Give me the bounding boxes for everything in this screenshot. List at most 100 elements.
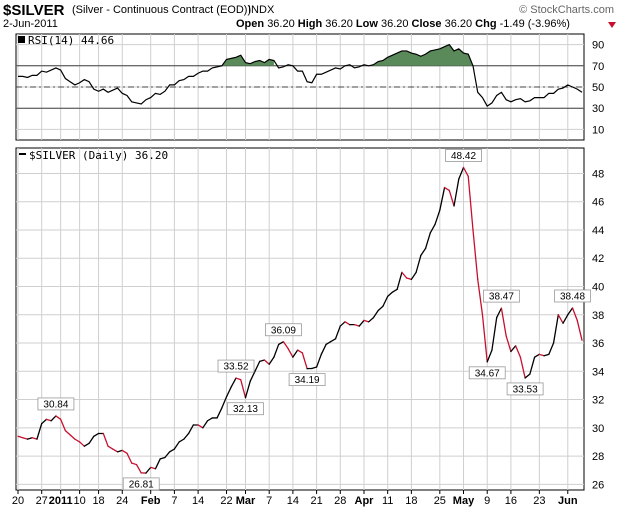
price-line-segment xyxy=(548,342,555,355)
price-frame xyxy=(15,147,585,491)
rsi-panel: 10 30 50 70 90 RSI(14) 44.66 xyxy=(15,33,604,141)
price-line-segment xyxy=(567,307,574,316)
price-line-segment xyxy=(477,278,484,316)
price-line-segment xyxy=(60,418,67,432)
price-line-segment xyxy=(429,223,436,234)
price-line-segment xyxy=(74,438,81,443)
price-line-segment xyxy=(83,442,90,447)
price-annotation-box xyxy=(506,382,544,396)
price-line-segment xyxy=(415,254,422,274)
x-tick-label: Jun xyxy=(558,495,578,507)
close-value: 36.20 xyxy=(444,18,473,30)
price-line-segment xyxy=(368,316,375,323)
price-line-segment xyxy=(382,295,389,307)
price-line-segment xyxy=(55,415,62,420)
price-line-segment xyxy=(263,359,270,365)
price-line-segment xyxy=(249,370,256,382)
price-line-segment xyxy=(458,166,465,180)
price-annotation-box xyxy=(217,359,255,373)
price-line-segment xyxy=(102,432,109,447)
price-line-segment xyxy=(145,466,152,474)
chart-subtitle: (Silver - Continuous Contract (EOD)) xyxy=(72,4,252,16)
price-line-segment xyxy=(169,448,176,453)
close-label: Close xyxy=(411,18,442,30)
rsi-overbought-fill xyxy=(221,55,274,66)
price-line-segment xyxy=(576,319,583,341)
price-annotation-box xyxy=(554,289,591,303)
x-tick-label: 28 xyxy=(334,495,346,507)
price-line-segment xyxy=(50,415,57,422)
x-tick-label: 11 xyxy=(382,495,393,507)
price-line-segment xyxy=(154,458,161,470)
price-line-segment xyxy=(405,277,413,281)
open-value: 36.20 xyxy=(267,18,295,30)
price-line-segment xyxy=(112,448,119,453)
price-line-segment xyxy=(533,353,540,358)
price-line-segment xyxy=(126,452,133,464)
price-y-tick-label: 32 xyxy=(592,395,604,407)
price-panel-label: $SILVER (Daily) 36.20 xyxy=(29,149,168,162)
price-y-tick-label: 38 xyxy=(592,310,604,322)
price-line-segment xyxy=(496,307,503,319)
rsi-y-tick-label: 50 xyxy=(592,82,604,94)
price-annotation-box xyxy=(227,402,264,416)
price-line-segment xyxy=(187,424,195,435)
price-line-segment xyxy=(69,434,76,440)
price-line-segment xyxy=(448,189,455,207)
price-y-tick-label: 36 xyxy=(592,338,604,350)
x-tick-label: 10 xyxy=(73,495,85,507)
low-label: Low xyxy=(355,18,378,30)
x-tick-label: 14 xyxy=(287,495,299,507)
price-line-segment xyxy=(344,321,351,326)
price-line-segment xyxy=(387,291,394,298)
x-tick-label: 16 xyxy=(505,495,517,507)
price-line-segment xyxy=(311,366,318,370)
price-line-segment xyxy=(26,437,33,440)
price-line-segment xyxy=(93,432,100,437)
price-line-segment xyxy=(41,418,48,425)
price-line-segment xyxy=(64,429,71,436)
x-tick-label: May xyxy=(453,495,475,507)
price-annotation-box xyxy=(288,373,326,387)
x-tick-label: 7 xyxy=(171,495,177,507)
price-line-segment xyxy=(372,309,379,319)
price-line-segment xyxy=(505,335,512,353)
price-line-segment xyxy=(320,343,327,355)
rsi-legend-swatch xyxy=(18,36,25,43)
price-line-segment xyxy=(363,319,370,323)
price-annotation-box xyxy=(265,323,302,337)
price-y-tick-label: 34 xyxy=(592,366,604,378)
price-line-segment xyxy=(339,321,346,327)
x-tick-label: 7 xyxy=(266,495,272,507)
x-tick-label: 18 xyxy=(405,495,417,507)
price-line-segment xyxy=(410,271,417,281)
open-label: Open xyxy=(236,18,265,30)
price-line-segment xyxy=(259,359,266,363)
x-tick-label: Feb xyxy=(141,495,161,507)
price-y-tick-label: 48 xyxy=(592,168,604,180)
rsi-y-tick-label: 10 xyxy=(592,124,604,136)
price-annotation-box xyxy=(37,397,75,411)
high-label: High xyxy=(297,18,323,30)
price-line-segment xyxy=(216,407,223,419)
rsi-y-tick-label: 70 xyxy=(592,61,604,73)
price-line-segment xyxy=(434,209,441,225)
price-line-segment xyxy=(240,379,247,399)
price-line-segment xyxy=(325,340,332,346)
low-value: 36.20 xyxy=(380,18,409,30)
price-line-segment xyxy=(315,353,322,368)
price-line-segment xyxy=(439,186,446,211)
credit-text: © StockCharts.com xyxy=(519,4,614,16)
rsi-y-tick-label: 30 xyxy=(592,103,604,115)
x-tick-label: 23 xyxy=(533,495,545,507)
price-line-segment xyxy=(131,462,138,466)
price-line-segment xyxy=(396,271,403,290)
price-line-segment xyxy=(282,341,289,350)
x-tick-label: Mar xyxy=(236,495,256,507)
price-line-segment xyxy=(116,449,123,453)
price-annotation-label: 32.13 xyxy=(233,404,258,415)
price-line-segment xyxy=(467,175,474,231)
price-line-segment xyxy=(235,377,242,381)
price-line-segment xyxy=(278,341,285,346)
price-line-segment xyxy=(353,324,360,327)
